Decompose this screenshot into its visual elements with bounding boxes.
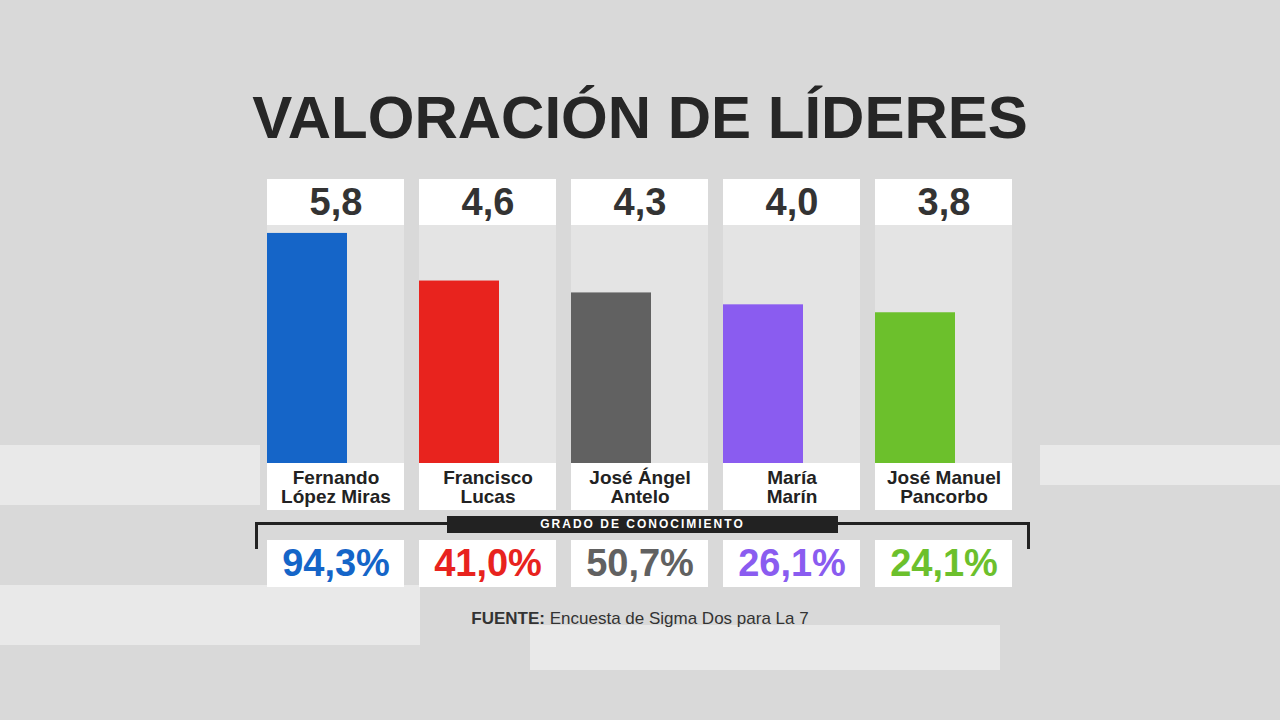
svg-text:4,6: 4,6 (462, 181, 515, 223)
svg-text:50,7%: 50,7% (586, 542, 694, 584)
svg-text:José ManuelPancorbo: José ManuelPancorbo (887, 467, 1001, 507)
svg-text:4,3: 4,3 (614, 181, 667, 223)
svg-text:José ÁngelAntelo: José ÁngelAntelo (589, 467, 690, 507)
svg-text:FernandoLópez Miras: FernandoLópez Miras (281, 467, 391, 507)
svg-text:41,0%: 41,0% (434, 542, 542, 584)
svg-text:FranciscoLucas: FranciscoLucas (443, 467, 533, 507)
svg-text:MaríaMarín: MaríaMarín (767, 467, 818, 507)
svg-text:3,8: 3,8 (918, 181, 971, 223)
svg-text:24,1%: 24,1% (890, 542, 998, 584)
html-text:GRADO DE CONOCIMIENTO: GRADO DE CONOCIMIENTO (540, 517, 745, 531)
html-text:VALORACIÓN DE LÍDERES: VALORACIÓN DE LÍDERES (252, 84, 1028, 151)
svg-text:5,8: 5,8 (310, 181, 363, 223)
svg-text:26,1%: 26,1% (738, 542, 846, 584)
svg-text:94,3%: 94,3% (282, 542, 390, 584)
svg-text:4,0: 4,0 (766, 181, 819, 223)
html-text:FUENTE: Encuesta de Sigma Dos: FUENTE: Encuesta de Sigma Dos para La 7 (471, 609, 809, 628)
